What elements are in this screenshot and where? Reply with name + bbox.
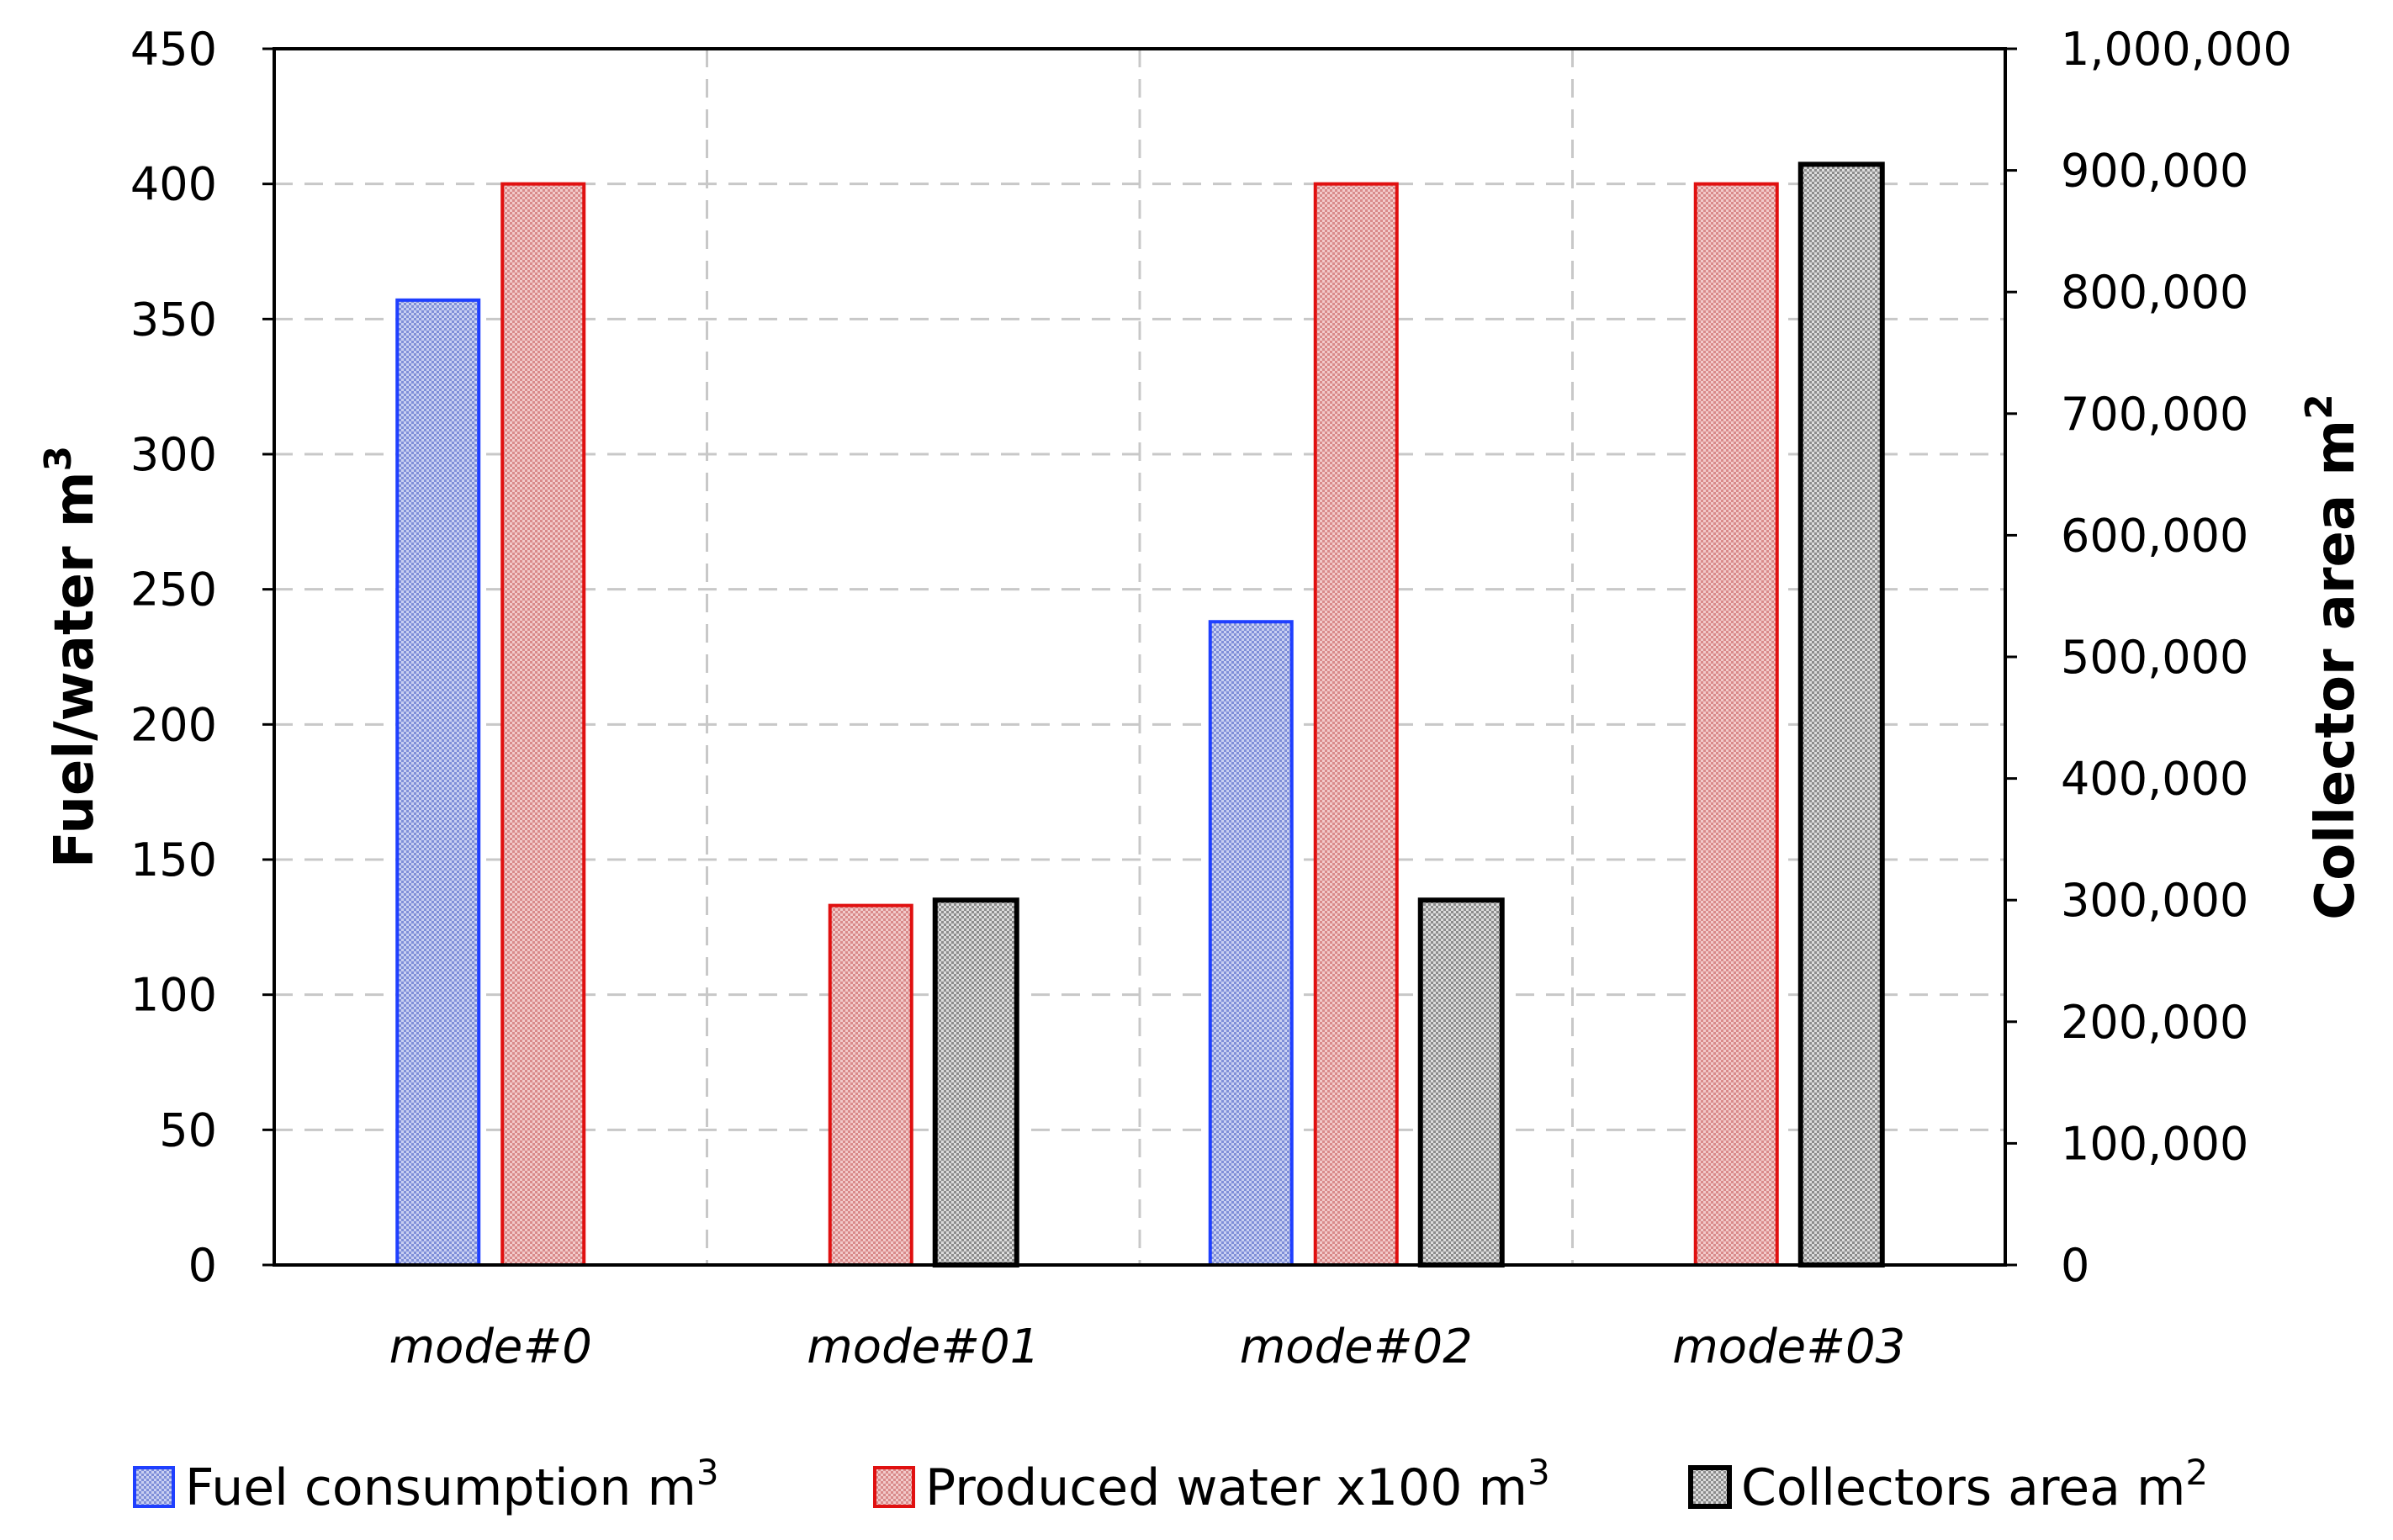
left-tick-label-4: 200 bbox=[130, 698, 217, 751]
y-left-axis-title: Fuel/water m3 bbox=[37, 446, 106, 868]
legend-item-fuel-consumption: Fuel consumption m3 bbox=[133, 1452, 719, 1517]
bar-produced-water-x100-mode-0 bbox=[500, 182, 586, 1267]
legend-label-collectors-area: Collectors area m2 bbox=[1741, 1452, 2208, 1517]
bar-fuel-consumption-mode-02 bbox=[1208, 620, 1294, 1267]
legend-item-collectors-area: Collectors area m2 bbox=[1688, 1452, 2208, 1517]
bar-fuel-consumption-mode-0 bbox=[395, 298, 481, 1267]
right-tick-label-2: 200,000 bbox=[2061, 996, 2248, 1049]
left-tick-label-9: 450 bbox=[130, 23, 217, 76]
left-tick-label-2: 100 bbox=[130, 969, 217, 1022]
right-tick-label-8: 800,000 bbox=[2061, 266, 2248, 319]
bar-produced-water-x100-mode-02 bbox=[1313, 182, 1399, 1267]
category-label-mode-02: mode#02 bbox=[1240, 1320, 1473, 1374]
left-tick-label-3: 150 bbox=[130, 834, 217, 886]
right-tick-label-5: 500,000 bbox=[2061, 631, 2248, 684]
y-right-axis-title-sup: 2 bbox=[2298, 394, 2341, 420]
left-tick-label-7: 350 bbox=[130, 293, 217, 346]
bar-collectors-area-mode-01 bbox=[932, 897, 1019, 1267]
right-tick-label-3: 300,000 bbox=[2061, 874, 2248, 927]
left-tick-label-5: 250 bbox=[130, 564, 217, 617]
bar-produced-water-x100-mode-03 bbox=[1693, 182, 1779, 1267]
bar-produced-water-x100-mode-01 bbox=[828, 903, 913, 1267]
category-label-mode-03: mode#03 bbox=[1672, 1320, 1905, 1374]
legend-swatch-collectors-area bbox=[1688, 1465, 1732, 1509]
right-tick-label-1: 100,000 bbox=[2061, 1117, 2248, 1170]
y-right-axis-title: Collector area m2 bbox=[2298, 394, 2367, 920]
bar-collectors-area-mode-02 bbox=[1417, 897, 1505, 1267]
left-tick-label-1: 50 bbox=[159, 1103, 217, 1156]
right-tick-label-0: 0 bbox=[2061, 1239, 2089, 1292]
left-tick-label-0: 0 bbox=[188, 1239, 217, 1292]
legend-label-sup-produced-water-x100: 3 bbox=[1527, 1452, 1550, 1493]
right-tick-label-10: 1,000,000 bbox=[2061, 23, 2292, 76]
right-tick-label-7: 700,000 bbox=[2061, 388, 2248, 441]
legend-label-sup-collectors-area: 2 bbox=[2185, 1452, 2208, 1493]
legend-label-produced-water-x100: Produced water x100 m3 bbox=[925, 1452, 1550, 1517]
legend-item-produced-water-x100: Produced water x100 m3 bbox=[873, 1452, 1550, 1517]
legend-swatch-produced-water-x100 bbox=[873, 1466, 915, 1508]
category-label-mode-01: mode#01 bbox=[807, 1320, 1040, 1374]
bar-collectors-area-mode-03 bbox=[1797, 161, 1885, 1267]
right-tick-label-4: 400,000 bbox=[2061, 753, 2248, 806]
left-tick-label-6: 300 bbox=[130, 428, 217, 481]
legend-swatch-fuel-consumption bbox=[133, 1466, 175, 1508]
left-tick-label-8: 400 bbox=[130, 158, 217, 211]
right-tick-label-6: 600,000 bbox=[2061, 509, 2248, 562]
right-tick-label-9: 900,000 bbox=[2061, 145, 2248, 198]
y-left-axis-title-sup: 3 bbox=[37, 446, 80, 472]
category-label-mode-0: mode#0 bbox=[389, 1320, 592, 1374]
legend-label-sup-fuel-consumption: 3 bbox=[696, 1452, 719, 1493]
legend-label-fuel-consumption: Fuel consumption m3 bbox=[185, 1452, 719, 1517]
